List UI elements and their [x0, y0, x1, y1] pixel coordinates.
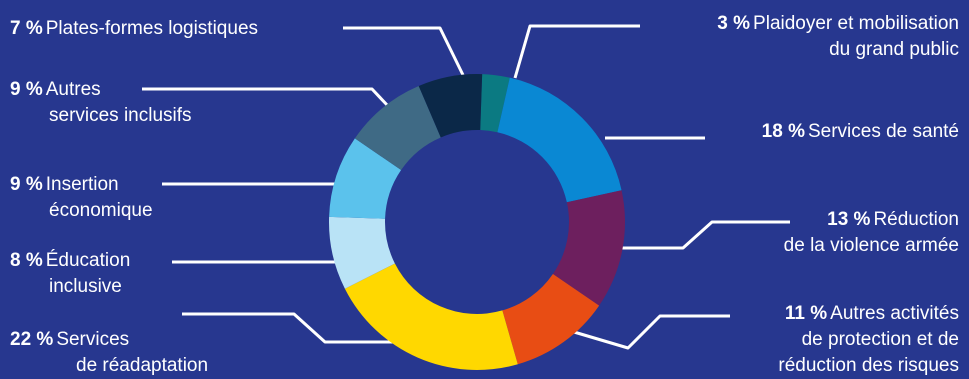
- text-protection-3: réduction des risques: [778, 355, 959, 376]
- text-protection-2: de protection et de: [801, 329, 959, 350]
- label-protection: 11 % Autres activités de protection et de…: [778, 301, 959, 379]
- text-violence-2: de la violence armée: [783, 235, 959, 256]
- slice-autres-services: [354, 85, 441, 171]
- leader-line-logistique: [343, 26, 465, 76]
- donut-slices: [328, 74, 625, 370]
- label-insertion: 9 % Insertion économique: [10, 172, 153, 224]
- text-readaptation-1: Services: [56, 329, 130, 350]
- text-protection-1: Autres activités: [830, 303, 959, 324]
- slice-violence: [552, 190, 625, 306]
- text-logistique-1: Plates-formes logistiques: [45, 18, 259, 39]
- text-education-1: Éducation: [45, 250, 131, 271]
- pct-violence: 13 %: [827, 209, 871, 230]
- pct-education: 8 %: [10, 250, 43, 271]
- pct-insertion: 9 %: [10, 174, 43, 195]
- leader-line-plaidoyer: [513, 24, 640, 79]
- pct-protection: 11 %: [784, 303, 828, 324]
- text-plaidoyer-2: du grand public: [829, 39, 959, 60]
- slice-insertion: [329, 138, 402, 219]
- pct-logistique: 7 %: [10, 18, 43, 39]
- label-education: 8 % Éducation inclusive: [10, 248, 130, 300]
- text-readaptation-2: de réadaptation: [76, 355, 209, 376]
- label-autres-services: 9 % Autres services inclusifs: [10, 77, 192, 129]
- text-plaidoyer-1: Plaidoyer et mobilisation: [753, 13, 959, 34]
- text-autres-services-1: Autres: [45, 79, 101, 100]
- label-plaidoyer: 3 % Plaidoyer et mobilisation du grand pu…: [717, 11, 959, 63]
- text-autres-services-2: services inclusifs: [49, 105, 192, 126]
- text-violence-1: Réduction: [873, 209, 959, 230]
- pct-readaptation: 22 %: [10, 329, 54, 350]
- pct-autres-services: 9 %: [10, 79, 43, 100]
- label-readaptation: 22 % Services de réadaptation: [10, 327, 208, 379]
- slice-education: [328, 216, 395, 289]
- leader-line-readaptation: [182, 312, 405, 344]
- slice-plaidoyer: [480, 74, 510, 133]
- text-insertion-1: Insertion: [45, 174, 119, 195]
- leader-line-autres-services: [142, 87, 390, 108]
- label-violence: 13 % Réduction de la violence armée: [784, 207, 959, 259]
- slice-readaptation: [344, 263, 518, 370]
- pct-plaidoyer: 3 %: [717, 13, 751, 34]
- leader-lines: [142, 24, 790, 350]
- slice-logistique: [418, 74, 483, 138]
- leader-line-protection: [573, 314, 730, 350]
- label-sante: 18 % Services de santé: [762, 119, 959, 145]
- text-sante-1: Services de santé: [807, 121, 959, 142]
- pct-sante: 18 %: [761, 121, 805, 142]
- text-education-2: inclusive: [49, 276, 122, 297]
- text-insertion-2: économique: [49, 200, 153, 221]
- slice-sante: [497, 77, 622, 203]
- label-logistique: 7 % Plates-formes logistiques: [10, 16, 258, 42]
- leader-line-violence: [620, 220, 790, 250]
- slice-protection: [502, 273, 600, 365]
